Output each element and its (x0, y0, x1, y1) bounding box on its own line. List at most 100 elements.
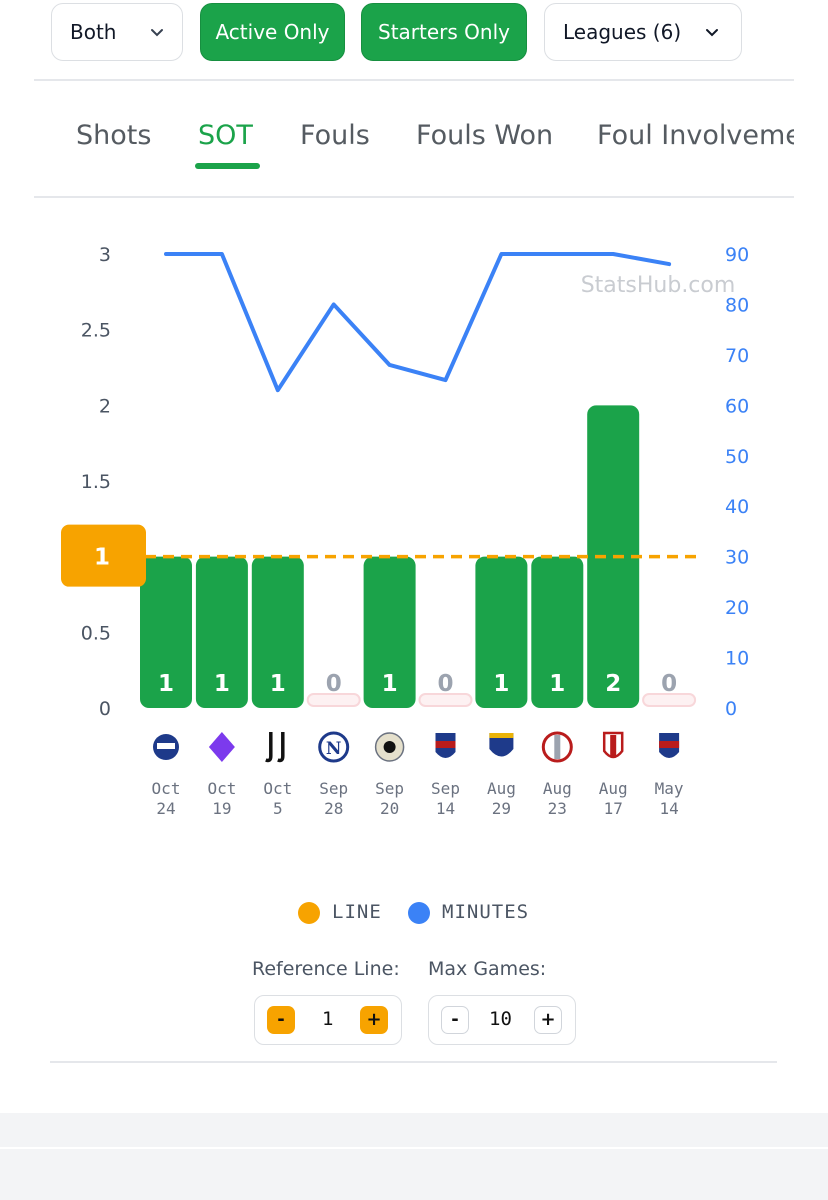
bar (531, 556, 584, 708)
max-games-label: Max Games: (428, 958, 547, 980)
x-tick-day: 24 (156, 799, 175, 818)
zero-bar-marker (642, 693, 697, 707)
bari-crest-stripe (610, 735, 617, 757)
filter-bar: Both Active Only Starters Only Leagues (… (0, 0, 828, 80)
legend-minutes-label: MINUTES (442, 901, 530, 923)
x-tick-day: 17 (604, 799, 623, 818)
x-tick-month: Aug (487, 779, 516, 798)
y2-tick-label: 0 (725, 698, 737, 720)
page-footer (0, 1113, 828, 1200)
reference-line-label: Reference Line: (252, 958, 400, 980)
active-only-label: Active Only (215, 20, 330, 44)
bar-value-label: 1 (549, 671, 565, 697)
watermark: StatsHub.com (581, 273, 736, 298)
bar-value-label: 1 (214, 671, 230, 697)
fiorentina-crest-icon (208, 732, 235, 762)
x-tick-day: 23 (548, 799, 567, 818)
bologna-crest-band (659, 741, 680, 748)
y2-tick-label: 70 (725, 345, 749, 367)
x-tick-day: 19 (212, 799, 231, 818)
zero-bar-marker (418, 693, 473, 707)
udinese-crest-center (383, 741, 396, 753)
divider (34, 79, 794, 81)
y-tick-label: 3 (99, 244, 111, 266)
tab-sot[interactable]: SOT (198, 120, 253, 151)
bar (195, 556, 248, 708)
pisa-crest-band (157, 743, 175, 749)
reference-line-plus-button[interactable]: + (360, 1006, 388, 1034)
sot-chart: 00.511.522.530102030405060708090StatsHub… (61, 244, 749, 818)
y2-tick-label: 90 (725, 244, 749, 266)
zero-bar-marker (306, 693, 361, 707)
chart-legend: LINE MINUTES (0, 898, 828, 930)
x-tick-month: Oct (207, 779, 236, 798)
napoli-crest-letter: N (326, 739, 342, 759)
leagues-select[interactable]: Leagues (6) (544, 3, 742, 61)
y2-tick-label: 20 (725, 597, 749, 619)
reference-line-stepper: - 1 + (254, 995, 402, 1045)
y-tick-label: 2 (99, 395, 111, 417)
lecce-crest-band (489, 733, 514, 738)
y2-tick-label: 40 (725, 496, 749, 518)
x-tick-day: 29 (492, 799, 511, 818)
x-tick-month: Sep (431, 779, 460, 798)
cremonese-crest-bar (554, 735, 561, 759)
x-tick-month: Sep (375, 779, 404, 798)
bar (251, 556, 304, 708)
starters-only-label: Starters Only (378, 20, 510, 44)
x-tick-month: Aug (599, 779, 628, 798)
tab-fouls[interactable]: Fouls (300, 120, 370, 151)
bar-value-label: 0 (437, 671, 453, 697)
bar-value-label: 0 (326, 671, 342, 697)
x-tick-day: 20 (380, 799, 399, 818)
x-tick-day: 28 (324, 799, 343, 818)
bar-value-label: 1 (382, 671, 398, 697)
y2-tick-label: 50 (725, 446, 749, 468)
max-games-plus-button[interactable]: + (534, 1006, 562, 1034)
divider (50, 1061, 777, 1063)
active-only-button[interactable]: Active Only (200, 3, 345, 61)
reference-line-badge (61, 524, 146, 587)
divider (34, 196, 794, 198)
bar-value-label: 1 (493, 671, 509, 697)
starters-only-button[interactable]: Starters Only (361, 3, 527, 61)
y2-tick-label: 80 (725, 294, 749, 316)
max-games-stepper: - 10 + (428, 995, 576, 1045)
chevron-down-icon (706, 29, 718, 37)
minutes-line (164, 252, 672, 393)
reference-line-value: 1 (322, 1008, 334, 1030)
y2-tick-label: 60 (725, 395, 749, 417)
reference-line-badge-label: 1 (94, 545, 110, 571)
napoli-crest-icon (318, 731, 350, 763)
max-games-minus-button[interactable]: - (441, 1006, 469, 1034)
stat-tabs: Shots SOT Fouls Fouls Won Foul Involveme (34, 100, 794, 178)
tab-shots[interactable]: Shots (76, 120, 152, 151)
bar-value-label: 1 (158, 671, 174, 697)
bologna-crest-band (435, 741, 456, 748)
bar-value-label: 0 (661, 671, 677, 697)
lecce-crest-icon (489, 733, 514, 757)
x-tick-day: 14 (436, 799, 455, 818)
tab-fouls-won[interactable]: Fouls Won (416, 120, 554, 151)
bar (475, 556, 528, 708)
y-tick-label: 2.5 (81, 320, 111, 342)
footer-divider (0, 1147, 828, 1149)
bar (140, 556, 192, 708)
y2-tick-label: 30 (725, 547, 749, 569)
bar-value-label: 2 (605, 671, 621, 697)
side-select-label: Both (70, 20, 117, 44)
legend-minutes-dot (408, 902, 430, 924)
y-tick-label: 0.5 (81, 622, 111, 644)
leagues-select-label: Leagues (6) (563, 20, 682, 44)
active-tab-indicator (195, 163, 260, 169)
reference-line-minus-button[interactable]: - (267, 1006, 295, 1034)
x-tick-month: May (655, 779, 684, 798)
x-tick-month: Oct (263, 779, 292, 798)
juventus-crest-icon (265, 732, 285, 763)
y2-tick-label: 10 (725, 648, 749, 670)
tab-foul-involvement[interactable]: Foul Involveme (597, 120, 794, 151)
y-tick-label: 0 (99, 698, 111, 720)
y-tick-label: 1.5 (81, 471, 111, 493)
side-select[interactable]: Both (51, 3, 183, 61)
x-tick-month: Aug (543, 779, 572, 798)
